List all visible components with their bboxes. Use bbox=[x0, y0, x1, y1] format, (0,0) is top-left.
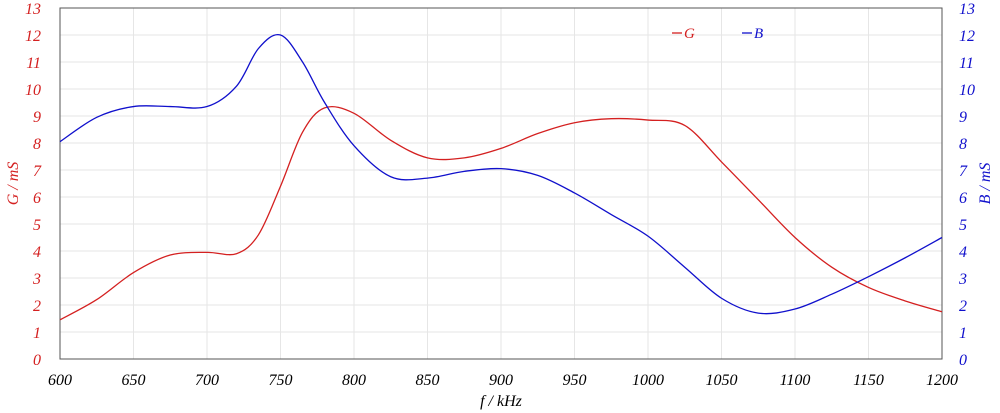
legend-label-b: B bbox=[754, 26, 763, 42]
right-tick-label: 6 bbox=[959, 190, 967, 207]
right-tick-label: 4 bbox=[959, 244, 967, 261]
series-line-g bbox=[59, 106, 943, 321]
series-line-b bbox=[59, 33, 943, 315]
right-axis-title: B / mS bbox=[977, 163, 994, 205]
left-axis-title: G / mS bbox=[5, 162, 22, 206]
x-tick-label: 700 bbox=[195, 372, 219, 389]
left-tick-label: 6 bbox=[33, 190, 41, 207]
series-layer bbox=[59, 33, 943, 321]
x-tick-label: 850 bbox=[416, 372, 440, 389]
right-tick-label: 11 bbox=[959, 55, 974, 72]
right-tick-label: 0 bbox=[959, 352, 967, 369]
right-tick-label: 9 bbox=[959, 109, 967, 126]
x-tick-label: 900 bbox=[489, 372, 513, 389]
left-tick-label: 7 bbox=[33, 163, 42, 180]
x-axis: 600 650 700 750 800 850 900 950 1000 1050 1100 1150… bbox=[48, 372, 958, 389]
right-tick-label: 7 bbox=[959, 163, 968, 180]
x-tick-label: 650 bbox=[122, 372, 146, 389]
right-tick-label: 5 bbox=[959, 217, 967, 234]
left-tick-label: 12 bbox=[25, 28, 41, 45]
left-tick-label: 3 bbox=[32, 271, 41, 288]
right-tick-label: 12 bbox=[959, 28, 975, 45]
left-tick-label: 4 bbox=[33, 244, 41, 261]
x-tick-label: 750 bbox=[269, 372, 293, 389]
x-tick-label: 600 bbox=[48, 372, 72, 389]
left-tick-label: 0 bbox=[33, 352, 41, 369]
grid bbox=[59, 7, 943, 360]
right-tick-label: 13 bbox=[959, 1, 975, 18]
x-tick-label: 1200 bbox=[926, 372, 958, 389]
left-tick-label: 1 bbox=[33, 325, 41, 342]
x-tick-label: 1100 bbox=[780, 372, 811, 389]
x-tick-label: 800 bbox=[342, 372, 366, 389]
right-tick-label: 10 bbox=[959, 82, 975, 99]
left-tick-label: 5 bbox=[33, 217, 41, 234]
left-tick-label: 10 bbox=[25, 82, 41, 99]
right-tick-label: 8 bbox=[959, 136, 967, 153]
x-tick-label: 950 bbox=[563, 372, 587, 389]
legend-label-g: G bbox=[684, 26, 695, 42]
x-tick-label: 1050 bbox=[706, 372, 738, 389]
right-tick-label: 1 bbox=[959, 325, 967, 342]
left-tick-label: 2 bbox=[33, 298, 41, 315]
right-tick-label: 3 bbox=[958, 271, 967, 288]
left-tick-label: 9 bbox=[33, 109, 41, 126]
x-tick-label: 1150 bbox=[853, 372, 884, 389]
left-tick-label: 11 bbox=[26, 55, 41, 72]
right-tick-label: 2 bbox=[959, 298, 967, 315]
x-axis-title: f / kHz bbox=[480, 393, 523, 410]
left-tick-label: 8 bbox=[33, 136, 41, 153]
left-tick-label: 13 bbox=[25, 1, 41, 18]
x-tick-label: 1000 bbox=[632, 372, 664, 389]
plot-frame bbox=[59, 7, 943, 360]
